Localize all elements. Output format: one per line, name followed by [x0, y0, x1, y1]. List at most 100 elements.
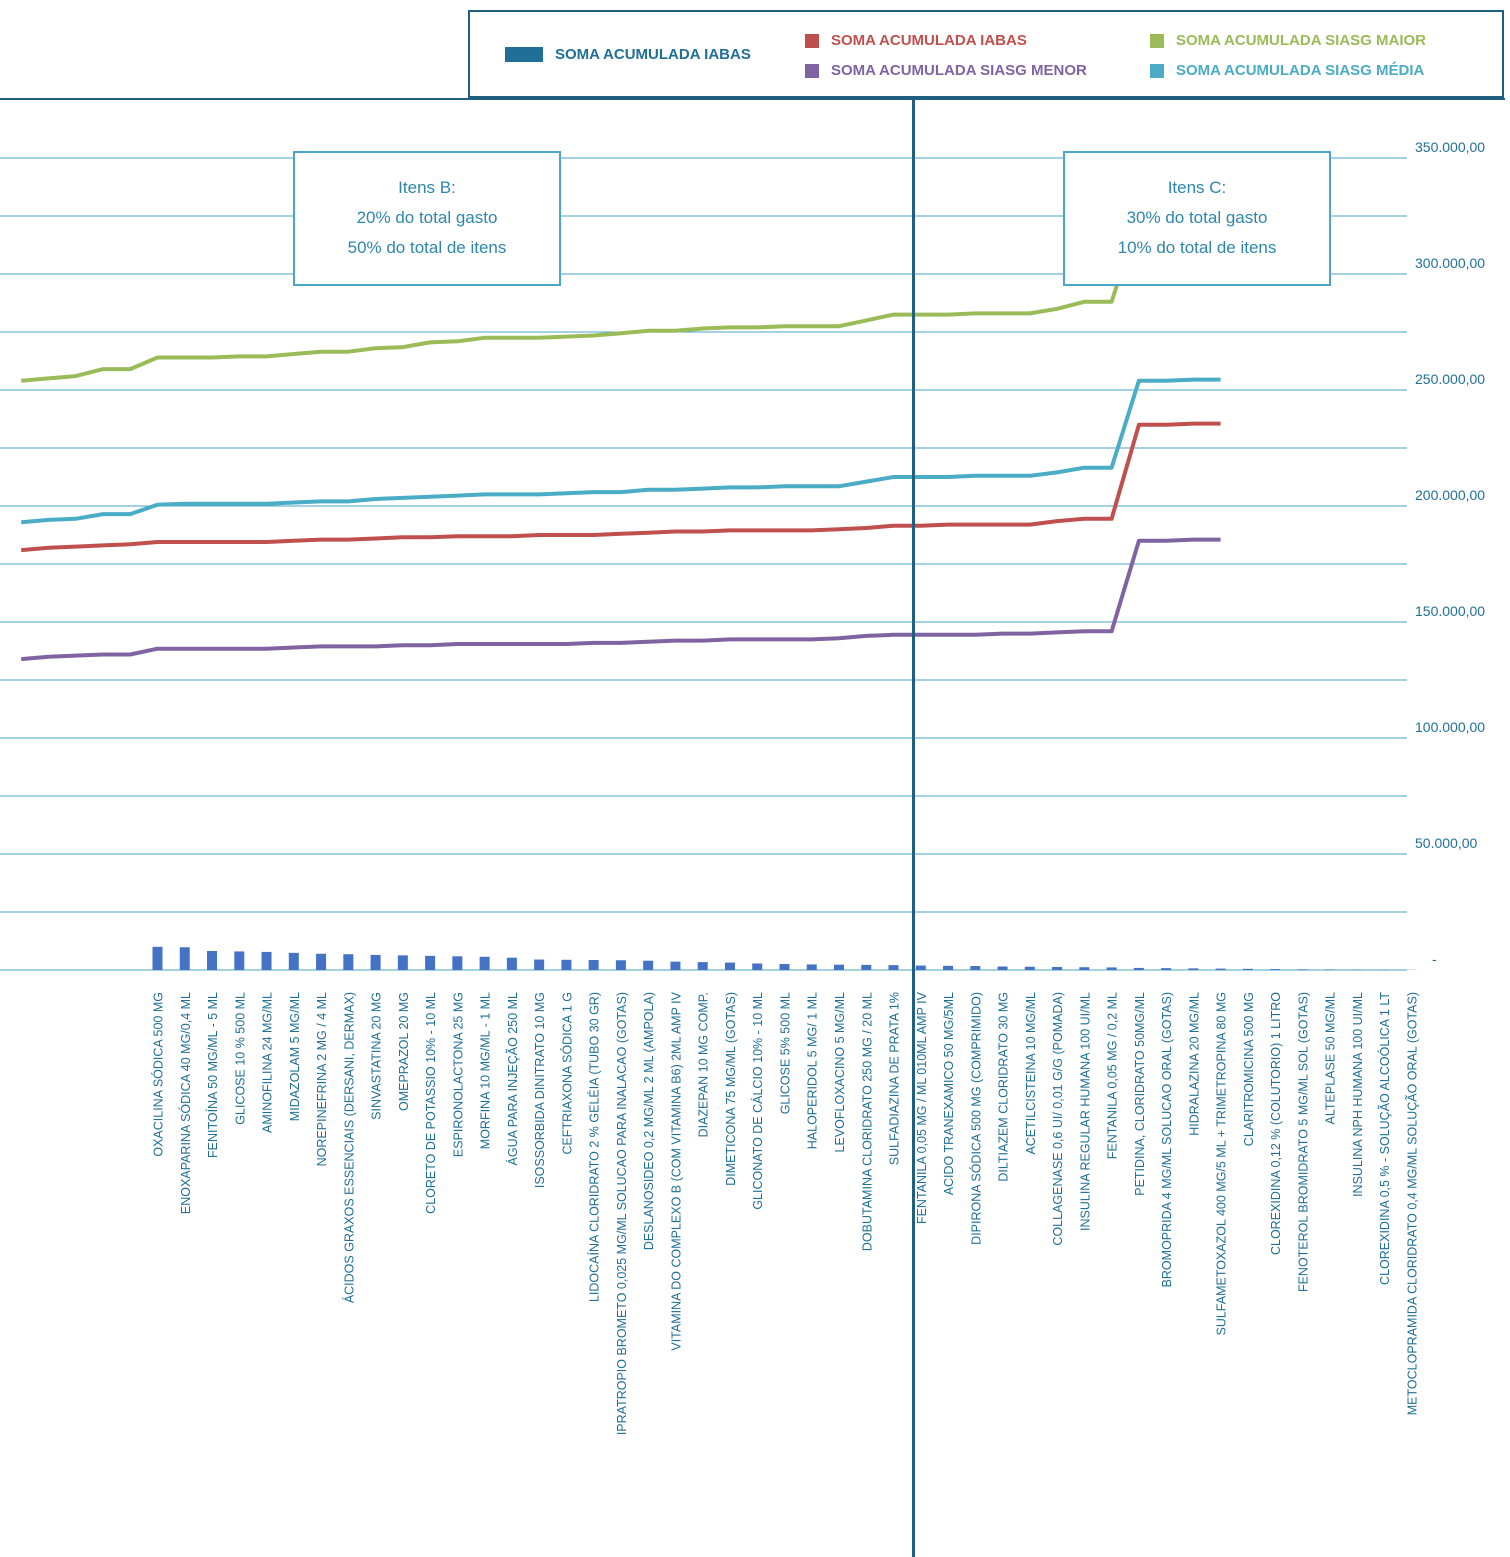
x-category-label: ENOXAPARINA SÓDICA 40 MG/0,4 ML	[178, 992, 193, 1214]
bar	[1324, 969, 1335, 970]
legend-label-siasg-media: SOMA ACUMULADA SIASG MÉDIA	[1176, 62, 1425, 79]
callout-b-line1: Itens B:	[398, 178, 456, 197]
legend-item-siasg-menor: SOMA ACUMULADA SIASG MENOR	[805, 62, 1087, 79]
bar	[1133, 967, 1144, 970]
bar	[970, 966, 981, 970]
x-category-label: VITAMINA DO COMPLEXO B (COM VITAMINA B6)…	[669, 991, 683, 1350]
bar	[1242, 968, 1253, 970]
x-category-label: METOCLOPRAMIDA CLORIDRATO 0,4 MG/ML SOLU…	[1405, 992, 1419, 1415]
bar	[724, 962, 735, 970]
x-category-label: DOBUTAMINA CLORIDRATO 250 MG / 20 ML	[860, 992, 874, 1251]
plot-top-border	[0, 98, 1505, 100]
legend-item-siasg-maior: SOMA ACUMULADA SIASG MAIOR	[1150, 32, 1426, 49]
x-category-label: DESLANOSIDEO 0,2 MG/ML 2 ML (AMPOLA)	[642, 992, 656, 1250]
callout-b-line2: 20% do total gasto	[356, 208, 498, 227]
y-tick-label: 100.000,00	[1415, 719, 1485, 735]
bar	[343, 954, 354, 970]
bar	[179, 947, 190, 970]
x-category-label: NOREPINEFRINA 2 MG / 4 ML	[315, 992, 329, 1166]
bar	[425, 955, 436, 970]
x-category-label: ACIDO TRANEXAMICO 50 MG/5ML	[942, 992, 956, 1195]
y-tick-label: 250.000,00	[1415, 371, 1485, 387]
legend-label-siasg-maior: SOMA ACUMULADA SIASG MAIOR	[1176, 32, 1426, 49]
x-category-label: IPRATROPIO BROMETO 0,025 MG/ML SOLUCAO P…	[615, 992, 629, 1435]
bar	[207, 950, 218, 970]
bar	[152, 946, 163, 970]
callout-c-line2: 30% do total gasto	[1126, 208, 1268, 227]
bar	[615, 960, 626, 970]
callout-items-b: Itens B: 20% do total gasto 50% do total…	[293, 151, 561, 286]
x-category-label: MORFINA 10 MG/ML - 1 ML	[479, 992, 493, 1149]
legend-swatch-siasg-menor	[805, 63, 819, 78]
y-axis-labels: - 50.000,00 100.000,00 150.000,00 200.000,00…	[1415, 139, 1485, 967]
y-tick-label: 50.000,00	[1415, 835, 1477, 851]
x-category-label: SINVASTATINA 20 MG	[370, 992, 384, 1120]
series-line-soma-acumulada-siasg-menor	[21, 537, 1221, 662]
bar	[1297, 969, 1308, 970]
x-category-label: ÁGUA PARA INJEÇÃO 250 ML	[505, 992, 520, 1165]
bar	[1024, 966, 1035, 970]
series-line-soma-acumulada-siasg-maior	[21, 214, 1221, 383]
bar	[370, 954, 381, 970]
x-category-label: FENOTEROL BROMIDRATO 5 MG/ML SOL (GOTAS)	[1296, 992, 1310, 1292]
bar	[915, 965, 926, 970]
x-category-label: INSULINA NPH HUMANA 100 UI/ML	[1351, 992, 1365, 1197]
x-category-label: OXACILINA SÓDICA 500 MG	[151, 992, 166, 1157]
x-category-label: HIDRALAZINA 20 MG/ML	[1187, 992, 1201, 1136]
x-category-label: HALOPERIDOL 5 MG/ 1 ML	[806, 992, 820, 1149]
legend-label-siasg-menor: SOMA ACUMULADA SIASG MENOR	[831, 62, 1087, 79]
x-category-label: DIAZEPAN 10 MG COMP.	[697, 992, 711, 1137]
bars	[152, 946, 1417, 970]
x-category-label: ACETILCISTEINA 10 MG/ML	[1024, 992, 1038, 1155]
bar	[1161, 968, 1172, 970]
bar	[888, 965, 899, 970]
x-category-label: FENITOÍNA 50 MG/ML - 5 ML	[205, 992, 220, 1158]
bar	[670, 961, 681, 970]
bar	[643, 960, 654, 970]
legend-label-iabas-bar: SOMA ACUMULADA IABAS	[555, 46, 751, 63]
bar	[288, 952, 299, 970]
x-axis-labels: OXACILINA SÓDICA 500 MG ENOXAPARINA SÓDIC…	[151, 991, 1420, 1435]
bar	[1052, 966, 1063, 970]
legend: SOMA ACUMULADA IABAS SOMA ACUMULADA IABA…	[468, 10, 1504, 98]
legend-item-iabas-line: SOMA ACUMULADA IABAS	[805, 32, 1027, 49]
bar	[316, 953, 327, 970]
bar	[752, 963, 763, 970]
x-category-label: FENTANILA 0,05 MG / ML 010ML AMP IV	[915, 991, 929, 1224]
bar	[397, 955, 408, 970]
bar	[1079, 967, 1090, 970]
x-category-label: COLLAGENASE 0,6 UI/ 0,01 G/G (POMADA)	[1051, 992, 1065, 1246]
legend-label-iabas-line: SOMA ACUMULADA IABAS	[831, 32, 1027, 49]
abc-divider-line	[912, 98, 915, 1557]
x-category-label: DIMETICONA 75 MG/ML (GOTAS)	[724, 992, 738, 1186]
bar	[261, 951, 272, 970]
bar	[1106, 967, 1117, 970]
bar	[997, 966, 1008, 970]
callout-c-line1: Itens C:	[1167, 178, 1227, 197]
bar	[806, 964, 817, 970]
x-category-label: ESPIRONOLACTONA 25 MG	[451, 992, 465, 1157]
x-category-label: CEFTRIAXONA SÓDICA 1 G	[559, 992, 574, 1155]
x-category-label: ALTEPLASE 50 MG/ML	[1324, 992, 1338, 1125]
x-category-label: PETIDINA, CLORIDRATO 50MG/ML	[1133, 992, 1147, 1196]
bar	[1215, 968, 1226, 970]
legend-swatch-iabas	[805, 33, 819, 48]
x-category-label: GLICONATO DE CÁLCIO 10% - 10 ML	[750, 992, 765, 1210]
x-category-label: GLICOSE 10 % 500 ML	[233, 992, 247, 1125]
callout-b-line3: 50% do total de itens	[347, 238, 507, 257]
bar	[534, 959, 545, 970]
legend-swatch-bar	[505, 47, 543, 62]
x-category-label: ÁCIDOS GRAXOS ESSENCIAIS (DERSANI, DERMA…	[341, 992, 356, 1303]
x-category-label: CLOREXIDINA 0,12 % (COLUTORIO) 1 LITRO	[1269, 992, 1283, 1255]
legend-item-iabas-bar: SOMA ACUMULADA IABAS	[505, 46, 751, 63]
x-category-label: FENTANILA 0,05 MG / 0,2 ML	[1106, 992, 1120, 1159]
bar	[861, 964, 872, 970]
bar	[1270, 969, 1281, 970]
y-tick-label: 150.000,00	[1415, 603, 1485, 619]
x-category-label: ISOSSORBIDA DINITRATO 10 MG	[533, 992, 547, 1188]
series-line-soma-acumulada-iabas	[21, 421, 1221, 553]
y-tick-label: 350.000,00	[1415, 139, 1485, 155]
bar	[779, 963, 790, 970]
bar	[561, 959, 572, 970]
